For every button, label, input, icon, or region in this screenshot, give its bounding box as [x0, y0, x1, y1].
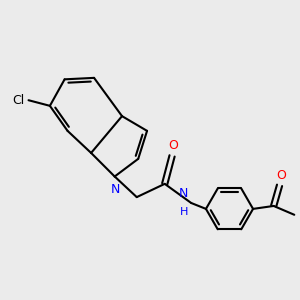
Text: H: H [180, 206, 188, 217]
Text: O: O [169, 140, 178, 152]
Text: Cl: Cl [13, 94, 25, 107]
Text: N: N [179, 187, 188, 200]
Text: O: O [276, 169, 286, 182]
Text: N: N [111, 183, 120, 196]
